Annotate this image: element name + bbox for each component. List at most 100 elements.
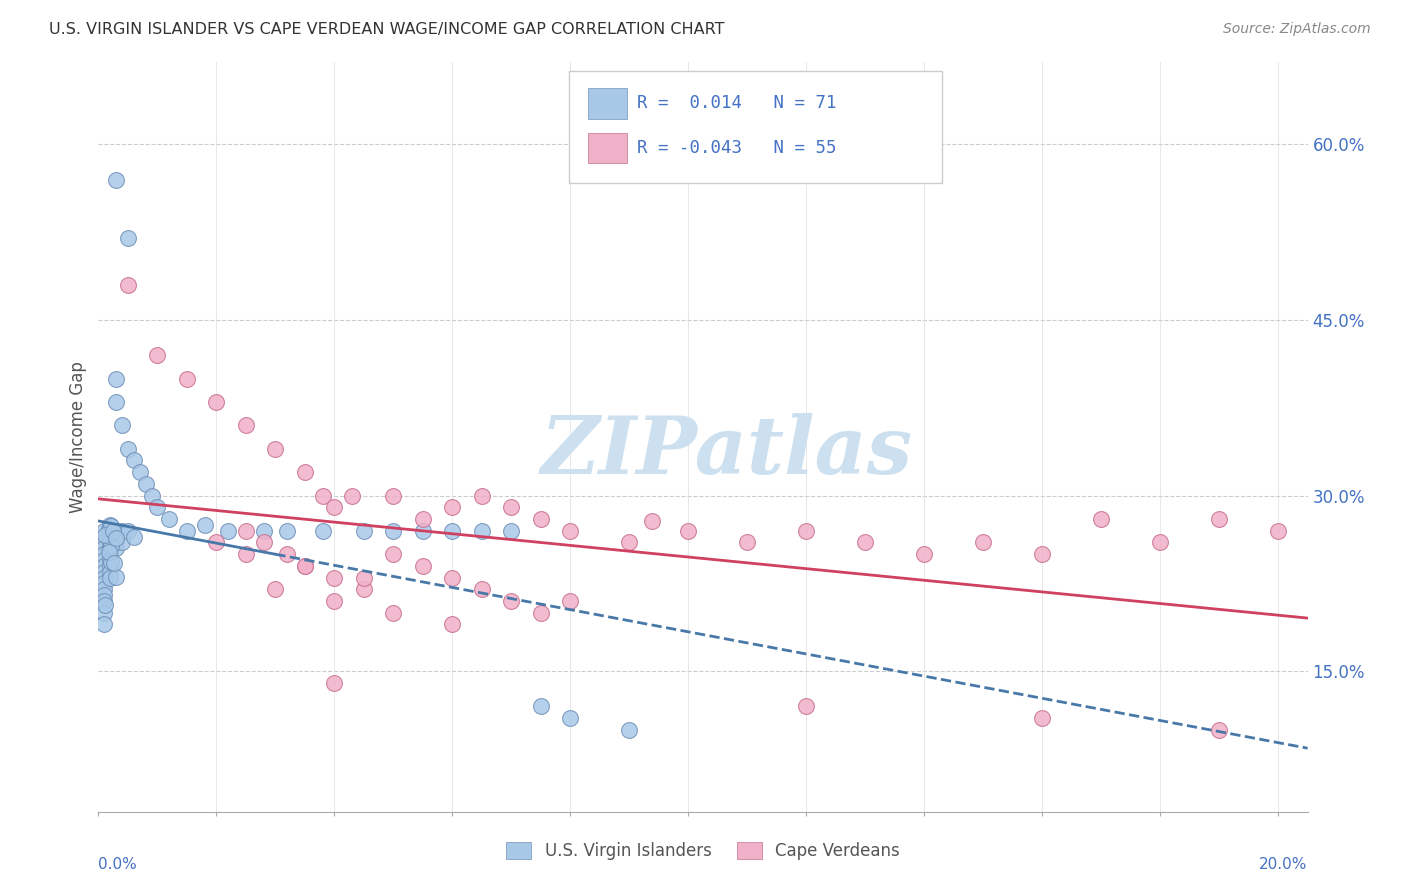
Point — [678, 524, 700, 538]
Point — [441, 617, 464, 632]
Point — [471, 489, 494, 503]
Point — [412, 512, 434, 526]
Point — [471, 524, 494, 538]
Point — [1090, 512, 1112, 526]
Point — [93, 594, 115, 608]
Point — [117, 524, 139, 538]
Point — [501, 524, 523, 538]
Point — [176, 371, 198, 385]
Point — [323, 500, 346, 515]
Point — [176, 524, 198, 538]
Point — [141, 489, 163, 503]
Point — [1208, 512, 1230, 526]
Point — [560, 524, 582, 538]
Point — [530, 699, 553, 714]
Point — [252, 535, 274, 549]
Point — [412, 558, 434, 573]
Point — [105, 541, 128, 556]
Point — [294, 465, 316, 479]
Point — [235, 418, 257, 433]
Point — [93, 547, 115, 561]
Point — [235, 524, 257, 538]
Point — [93, 617, 115, 632]
Point — [100, 555, 122, 569]
Point — [104, 531, 127, 545]
Point — [323, 571, 346, 585]
Point — [98, 571, 121, 585]
Point — [276, 547, 298, 561]
Point — [93, 565, 115, 579]
Text: Source: ZipAtlas.com: Source: ZipAtlas.com — [1223, 22, 1371, 37]
Point — [117, 231, 139, 245]
Point — [117, 442, 139, 456]
Point — [93, 606, 115, 620]
Point — [735, 535, 758, 549]
Point — [353, 571, 375, 585]
Point — [194, 517, 217, 532]
Point — [105, 530, 128, 544]
Point — [412, 524, 434, 538]
Point — [560, 594, 582, 608]
Point — [382, 524, 405, 538]
Point — [252, 524, 274, 538]
Text: U.S. VIRGIN ISLANDER VS CAPE VERDEAN WAGE/INCOME GAP CORRELATION CHART: U.S. VIRGIN ISLANDER VS CAPE VERDEAN WAG… — [49, 22, 724, 37]
Point — [441, 500, 464, 515]
Point — [794, 524, 817, 538]
Point — [501, 500, 523, 515]
Point — [205, 535, 228, 549]
Point — [98, 565, 121, 579]
Point — [111, 418, 134, 433]
Point — [294, 558, 316, 573]
Point — [353, 582, 375, 597]
Point — [111, 535, 134, 549]
Point — [105, 395, 128, 409]
Point — [122, 530, 145, 544]
Point — [323, 676, 346, 690]
Point — [294, 558, 316, 573]
Point — [103, 556, 125, 570]
Point — [217, 524, 239, 538]
Point — [94, 598, 117, 612]
Point — [93, 535, 115, 549]
Point — [98, 524, 121, 538]
Point — [1208, 723, 1230, 737]
Point — [353, 524, 375, 538]
Point — [98, 535, 121, 549]
Point — [105, 172, 128, 186]
Point — [323, 594, 346, 608]
Point — [93, 527, 115, 541]
Point — [93, 530, 115, 544]
Point — [98, 530, 121, 544]
Point — [117, 277, 139, 292]
Point — [471, 582, 494, 597]
Point — [93, 571, 115, 585]
Point — [93, 541, 115, 556]
Point — [794, 699, 817, 714]
Point — [560, 711, 582, 725]
Point — [105, 371, 128, 385]
Point — [311, 524, 333, 538]
Point — [146, 500, 169, 515]
Point — [530, 606, 553, 620]
Point — [441, 524, 464, 538]
Y-axis label: Wage/Income Gap: Wage/Income Gap — [69, 361, 87, 513]
Point — [441, 571, 464, 585]
Point — [619, 723, 641, 737]
Point — [382, 489, 405, 503]
Point — [146, 348, 169, 362]
Point — [98, 558, 121, 573]
Legend: U.S. Virgin Islanders, Cape Verdeans: U.S. Virgin Islanders, Cape Verdeans — [499, 836, 907, 867]
Point — [382, 547, 405, 561]
Point — [530, 512, 553, 526]
Point — [98, 517, 121, 532]
Point — [1149, 535, 1171, 549]
Point — [105, 535, 128, 549]
Point — [972, 535, 994, 549]
Point — [93, 524, 115, 538]
Point — [111, 524, 134, 538]
Point — [264, 442, 287, 456]
Point — [135, 476, 157, 491]
Point — [98, 541, 121, 556]
Point — [853, 535, 876, 549]
Point — [311, 489, 333, 503]
